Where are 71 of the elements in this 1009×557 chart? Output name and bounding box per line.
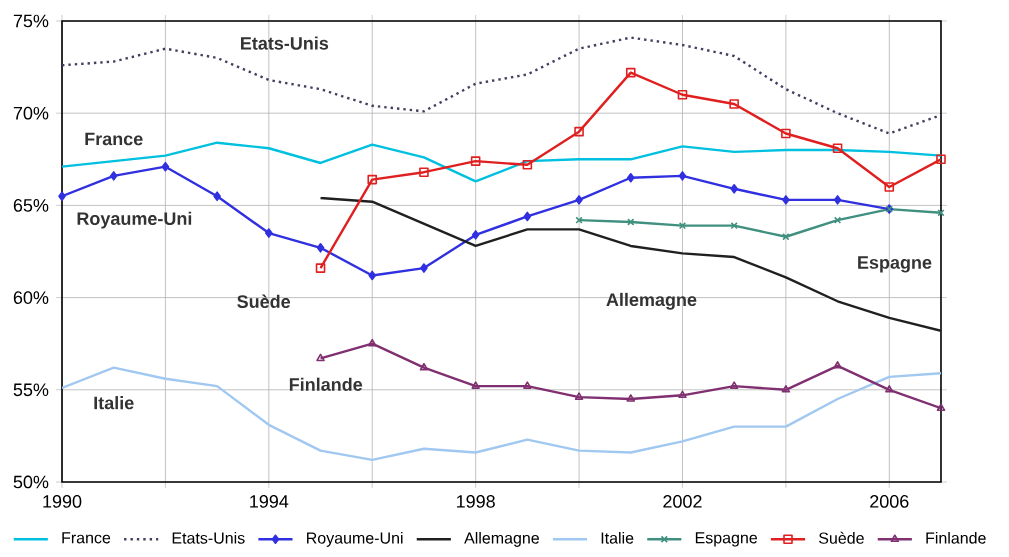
point [782,195,790,205]
point [833,361,842,369]
text: France [85,132,143,146]
legend-label: France [62,532,111,544]
point [574,392,584,400]
point [678,390,687,399]
point [936,154,946,165]
text: Royaume-Uni [77,211,192,229]
point [316,243,325,253]
x-tick-label: 1998 [457,495,495,508]
point [678,171,687,181]
x-tick-label: 1990 [43,495,82,508]
y-tick-label: 55% [13,383,49,397]
text: Allemagne [606,292,697,310]
point [315,263,326,273]
text: Suède [237,294,291,308]
legend-label: Finlande [926,531,986,544]
y-tick-label: 65% [13,199,49,212]
point [522,160,533,170]
y-tick-label: 50% [13,475,49,489]
text: Espagne [858,256,932,273]
point [523,211,532,222]
point [471,381,480,389]
point [833,195,842,205]
legend-label: Allemagne [464,531,539,547]
legend-label: Suède [819,531,864,544]
point [367,174,378,185]
point [625,67,636,78]
y-tick-label: 70% [13,106,49,120]
x-tick-label: 1994 [250,495,289,508]
text: Finlande [289,377,363,391]
text: Etats-Unis [241,36,329,50]
point [523,381,532,389]
point [316,353,325,362]
point [213,191,221,201]
legend-label: Espagne [695,532,758,547]
point [781,128,791,139]
point [574,126,584,137]
point [885,384,894,393]
x-tick-label: 2006 [870,495,909,508]
point [730,183,738,194]
point [626,172,635,183]
point [58,191,66,201]
point [729,99,739,109]
point [884,182,895,192]
point [161,161,170,172]
point [368,270,377,281]
x-tick-label: 2002 [663,495,702,508]
point [575,195,583,205]
point [265,228,273,238]
point [626,394,636,402]
point [420,263,428,273]
point [419,167,429,177]
point [419,362,429,371]
point [470,156,481,166]
y-tick-label: 60% [13,291,49,304]
legend-label: Royaume-Uni [307,531,403,547]
point [471,230,480,240]
point [575,216,583,224]
point [109,171,118,181]
line-series [62,366,941,462]
legend-label: Italie [601,531,634,544]
point [781,384,791,393]
point [677,89,688,100]
point [367,338,377,347]
point [832,143,843,154]
text: Italie [94,396,134,410]
point [729,381,739,389]
legend-label: Etats-Unis [172,531,245,544]
point [936,403,946,412]
y-tick-label: 75% [13,14,49,28]
